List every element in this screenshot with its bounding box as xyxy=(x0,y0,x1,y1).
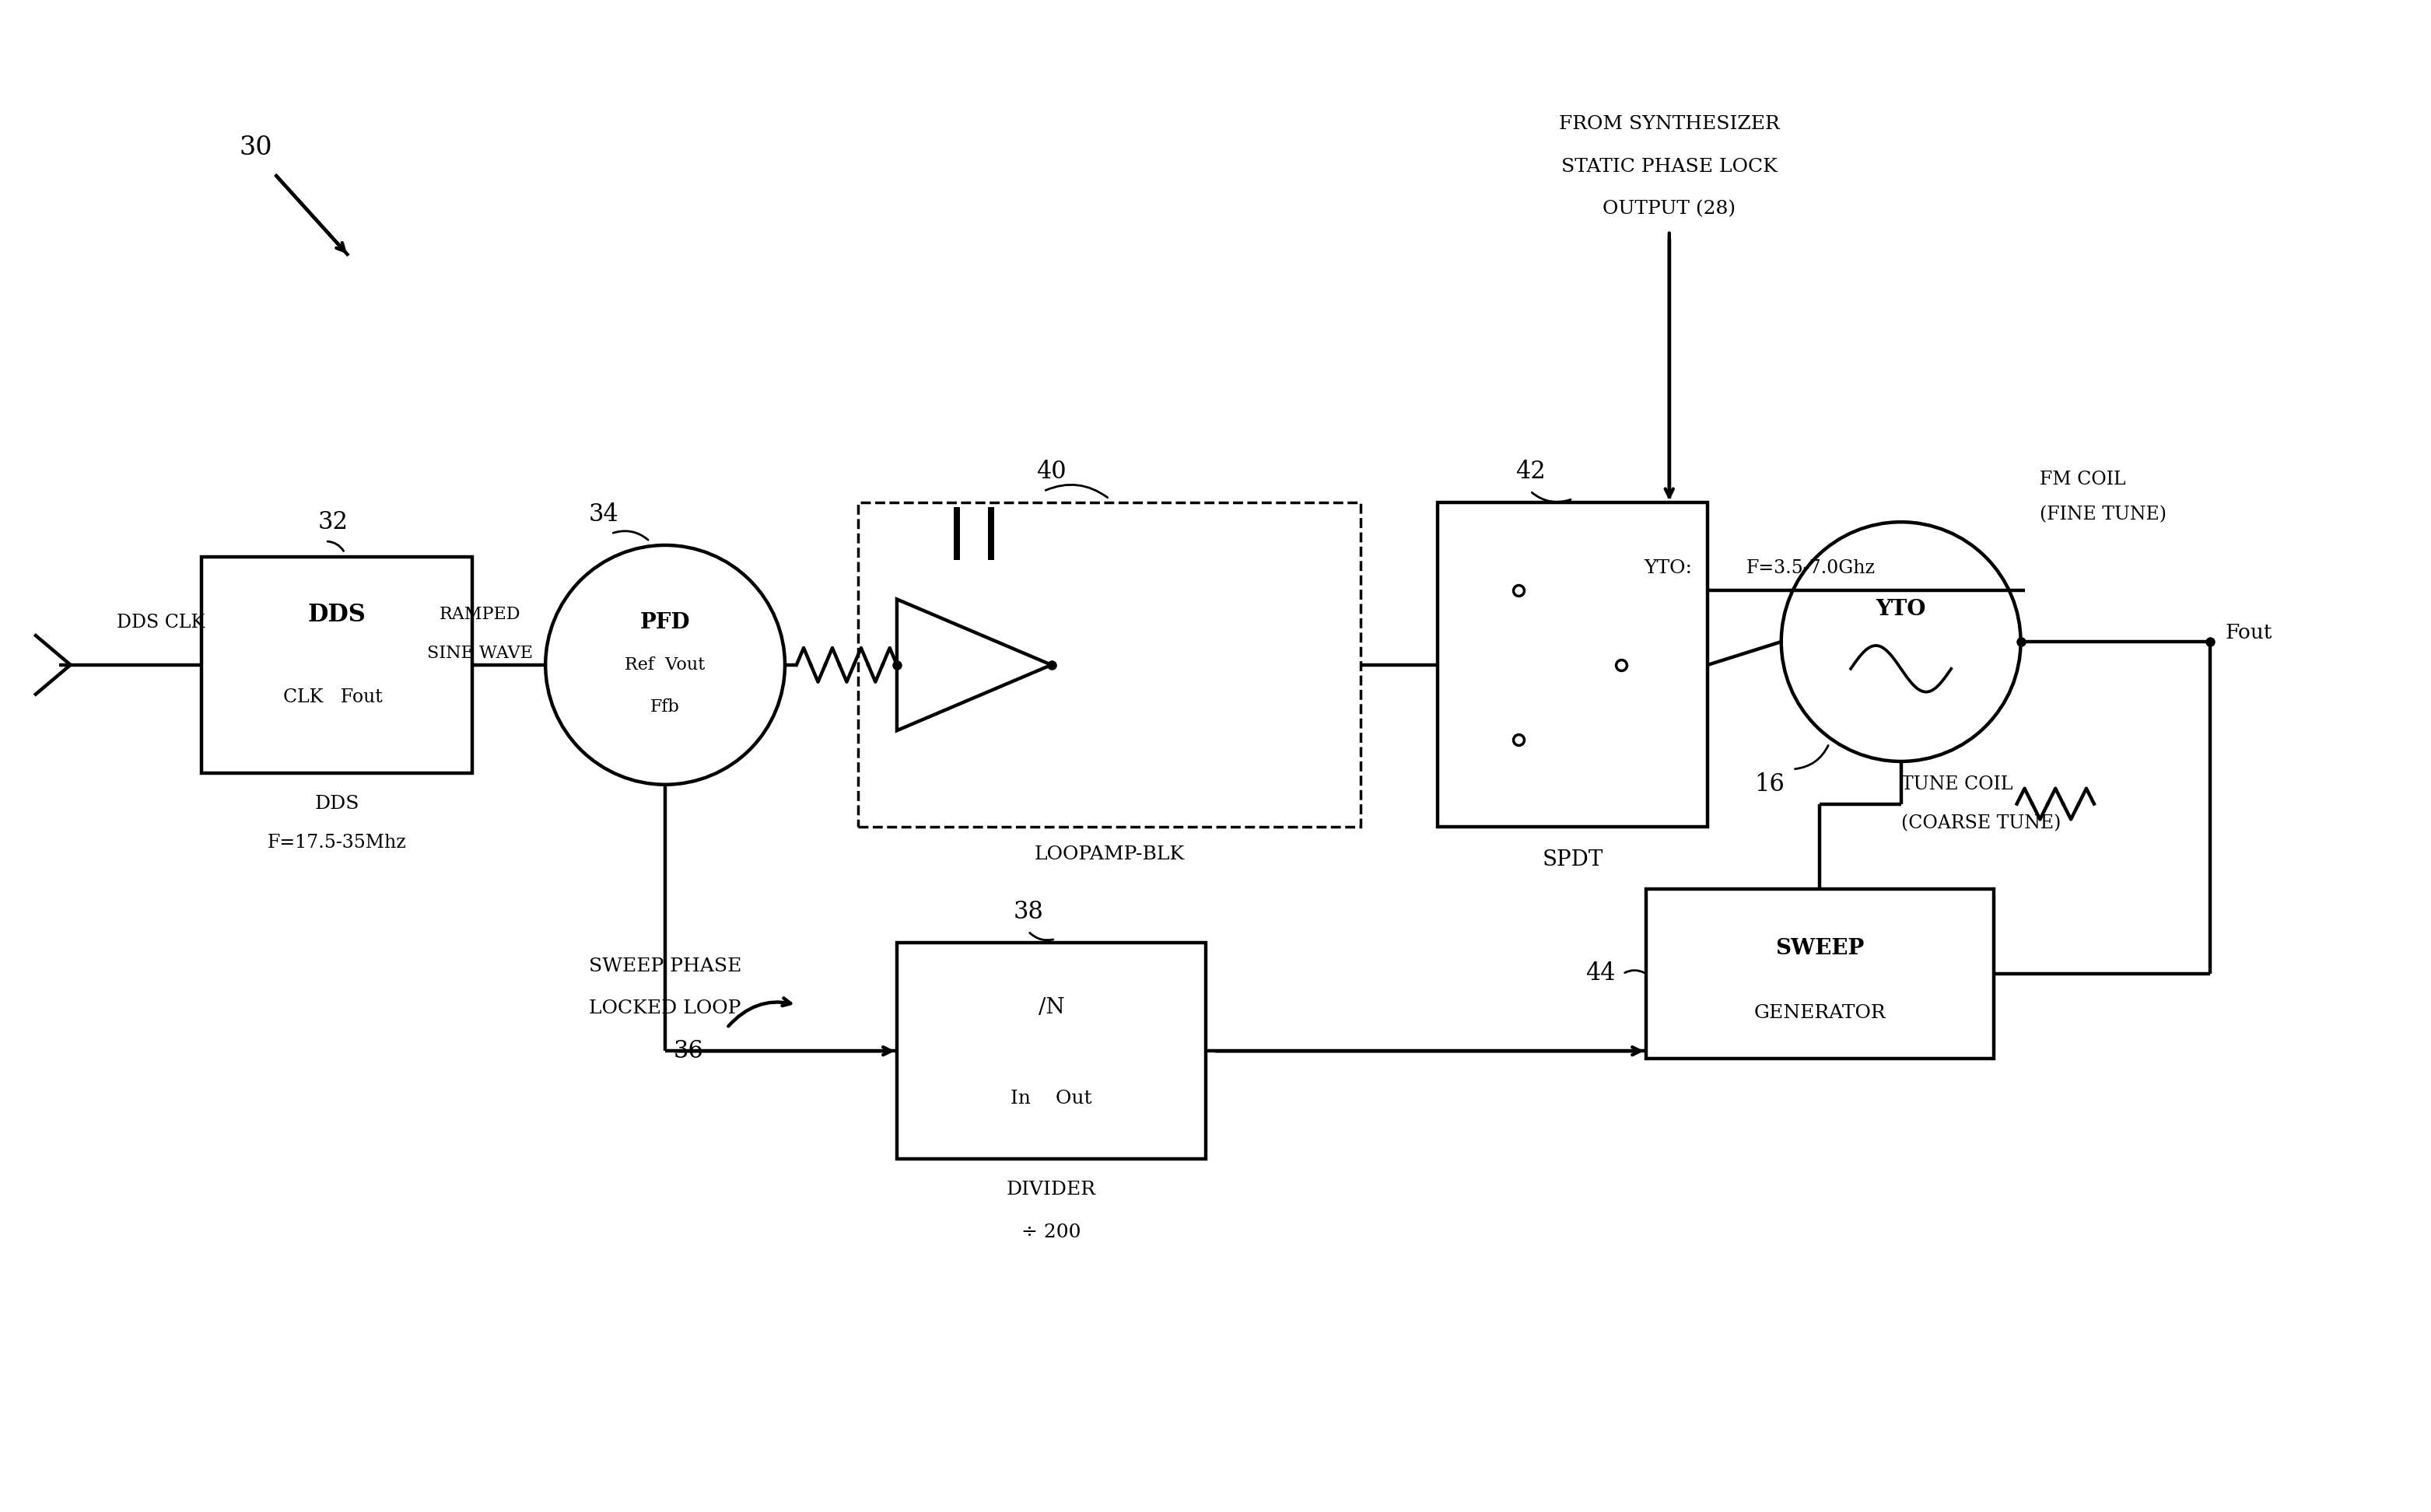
Text: CLK   Fout: CLK Fout xyxy=(284,688,382,706)
Text: YTO: YTO xyxy=(1877,599,1925,620)
Text: 16: 16 xyxy=(1755,773,1784,797)
FancyBboxPatch shape xyxy=(1646,889,1993,1058)
Text: SWEEP: SWEEP xyxy=(1775,937,1865,959)
Text: 34: 34 xyxy=(588,502,617,526)
Text: PFD: PFD xyxy=(639,612,690,634)
Text: GENERATOR: GENERATOR xyxy=(1753,1004,1886,1022)
Text: TUNE COIL: TUNE COIL xyxy=(1901,776,2013,794)
Text: DDS: DDS xyxy=(314,795,360,813)
Text: 40: 40 xyxy=(1036,460,1067,484)
Text: OUTPUT (28): OUTPUT (28) xyxy=(1602,200,1736,218)
Text: Ref  Vout: Ref Vout xyxy=(625,656,705,673)
Text: (COARSE TUNE): (COARSE TUNE) xyxy=(1901,815,2061,832)
Text: Fout: Fout xyxy=(2224,623,2273,643)
Text: YTO:: YTO: xyxy=(1643,559,1692,578)
Text: F=3.5-7.0Ghz: F=3.5-7.0Ghz xyxy=(1745,559,1877,578)
Text: RAMPED: RAMPED xyxy=(440,606,520,623)
Text: SWEEP PHASE: SWEEP PHASE xyxy=(588,957,741,975)
Text: (FINE TUNE): (FINE TUNE) xyxy=(2040,505,2166,523)
Text: FM COIL: FM COIL xyxy=(2040,470,2127,488)
Text: DDS: DDS xyxy=(309,603,367,627)
Text: ÷ 200: ÷ 200 xyxy=(1021,1223,1082,1241)
Text: 32: 32 xyxy=(318,510,348,534)
Text: 44: 44 xyxy=(1585,962,1614,986)
Text: DIVIDER: DIVIDER xyxy=(1006,1181,1096,1199)
Text: LOOPAMP-BLK: LOOPAMP-BLK xyxy=(1033,845,1184,863)
Text: 42: 42 xyxy=(1515,460,1546,484)
FancyBboxPatch shape xyxy=(897,943,1206,1160)
Text: /N: /N xyxy=(1038,998,1065,1018)
Text: STATIC PHASE LOCK: STATIC PHASE LOCK xyxy=(1561,157,1777,175)
Text: DDS CLK: DDS CLK xyxy=(117,614,204,632)
FancyBboxPatch shape xyxy=(1437,502,1709,827)
Text: Ffb: Ffb xyxy=(652,699,681,715)
FancyBboxPatch shape xyxy=(202,556,472,773)
Text: 30: 30 xyxy=(238,135,272,160)
Text: In    Out: In Out xyxy=(1011,1090,1092,1107)
FancyBboxPatch shape xyxy=(858,502,1361,827)
Text: F=17.5-35Mhz: F=17.5-35Mhz xyxy=(267,833,406,851)
Text: SINE WAVE: SINE WAVE xyxy=(428,644,532,662)
Text: LOCKED LOOP: LOCKED LOOP xyxy=(588,999,741,1018)
Text: 36: 36 xyxy=(673,1039,703,1063)
Text: SPDT: SPDT xyxy=(1541,848,1602,869)
Text: FROM SYNTHESIZER: FROM SYNTHESIZER xyxy=(1558,115,1779,133)
Text: 38: 38 xyxy=(1014,900,1043,924)
